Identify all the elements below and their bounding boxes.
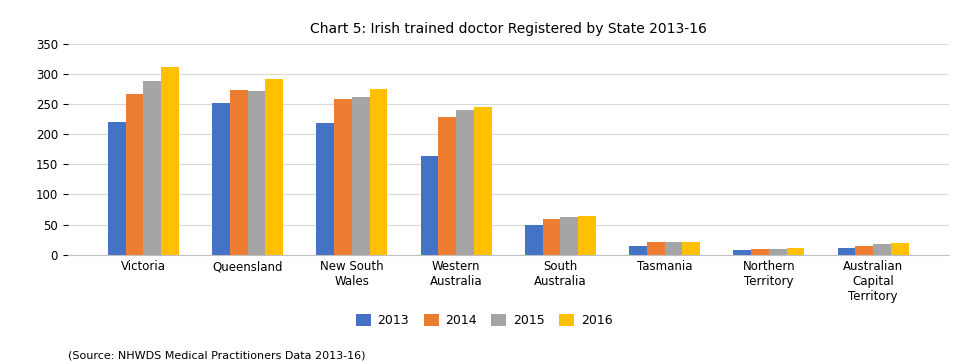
Bar	[334, 99, 351, 255]
Bar	[143, 81, 161, 255]
Bar	[734, 250, 751, 255]
Bar	[212, 103, 229, 255]
Text: (Source: NHWDS Medical Practitioners Data 2013-16): (Source: NHWDS Medical Practitioners Dat…	[68, 351, 365, 360]
Bar	[647, 242, 665, 255]
Bar	[421, 157, 439, 255]
Bar	[317, 123, 334, 255]
Bar	[126, 94, 143, 255]
Bar	[560, 217, 578, 255]
Bar	[351, 97, 370, 255]
Bar	[787, 248, 804, 255]
Bar	[107, 122, 126, 255]
Bar	[578, 215, 595, 255]
Bar	[456, 110, 473, 255]
Bar	[873, 244, 891, 255]
Bar	[370, 89, 387, 255]
Bar	[629, 246, 647, 255]
Bar	[837, 248, 856, 255]
Bar	[161, 67, 179, 255]
Legend: 2013, 2014, 2015, 2016: 2013, 2014, 2015, 2016	[350, 309, 618, 332]
Title: Chart 5: Irish trained doctor Registered by State 2013-16: Chart 5: Irish trained doctor Registered…	[310, 21, 707, 36]
Bar	[769, 249, 787, 255]
Bar	[543, 219, 560, 255]
Bar	[473, 107, 492, 255]
Bar	[525, 225, 543, 255]
Bar	[856, 246, 873, 255]
Bar	[665, 242, 682, 255]
Bar	[229, 90, 248, 255]
Bar	[891, 243, 909, 255]
Bar	[248, 91, 265, 255]
Bar	[439, 117, 456, 255]
Bar	[265, 79, 283, 255]
Bar	[682, 242, 700, 255]
Bar	[751, 249, 769, 255]
